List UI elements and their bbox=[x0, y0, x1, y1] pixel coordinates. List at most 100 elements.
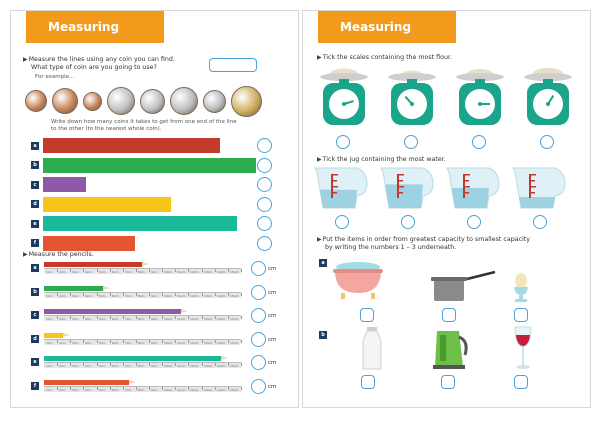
kettle-icon bbox=[433, 331, 468, 369]
page-title: Measuring bbox=[318, 11, 456, 43]
ruler-mark: 11cm bbox=[177, 340, 186, 345]
worksheet-page-2: Measuring ▶Tick the scales containing th… bbox=[302, 10, 591, 408]
ruler: 1cm 2cm 3cm 4cm 5cm 6cm 7cm 8cm 9cm 10cm 11cm 12cm 1… bbox=[44, 362, 242, 368]
pencil-label: b bbox=[31, 287, 39, 296]
ruler-mark: 6cm bbox=[112, 340, 119, 345]
ruler-mark: 6cm bbox=[112, 387, 119, 392]
pencil-label: a bbox=[31, 264, 39, 272]
ruler: 1cm 2cm 3cm 4cm 5cm 6cm 7cm 8cm 9cm 10cm 11cm 12cm 1… bbox=[44, 385, 242, 392]
ruler-mark: 7cm bbox=[125, 364, 132, 368]
kitchen-scale-icon bbox=[456, 69, 504, 125]
jug-answer-box[interactable] bbox=[467, 215, 481, 229]
ruler-tick bbox=[228, 316, 229, 319]
bar-answer-box[interactable] bbox=[257, 216, 272, 231]
ruler-mark: 8cm bbox=[138, 387, 145, 392]
ruler-tick bbox=[123, 292, 124, 296]
question-pencils: ▶Measure the pencils. bbox=[23, 251, 94, 258]
ruler-tick bbox=[57, 363, 58, 366]
question-capacity: ▶Put the items in order from greatest ca… bbox=[317, 236, 530, 251]
coin-icon bbox=[231, 85, 262, 117]
scale-answer-box[interactable] bbox=[472, 135, 486, 149]
bar-label: b bbox=[31, 161, 39, 169]
kettle-answer-box[interactable] bbox=[441, 375, 455, 389]
pencil-answer-box[interactable] bbox=[251, 378, 266, 394]
ruler-tick bbox=[110, 386, 111, 390]
arrow-bullet-icon: ▶ bbox=[317, 236, 322, 243]
ruler-tick bbox=[123, 269, 124, 272]
ruler-tick bbox=[175, 316, 176, 319]
jug-answer-box[interactable] bbox=[533, 215, 547, 229]
pencil-answer-box[interactable] bbox=[251, 261, 266, 276]
ruler-mark: 4cm bbox=[85, 317, 92, 321]
ruler-mark: 7cm bbox=[125, 387, 132, 392]
pencil-answer-box[interactable] bbox=[251, 331, 266, 347]
scale-answer-box[interactable] bbox=[404, 135, 418, 149]
scale-answer-box[interactable] bbox=[540, 135, 554, 149]
ruler-tick bbox=[57, 339, 58, 343]
ruler-mark: 13cm bbox=[204, 340, 213, 345]
bar-answer-box[interactable] bbox=[257, 235, 272, 251]
ruler-mark: 5cm bbox=[99, 364, 106, 368]
unit-label: cm bbox=[268, 336, 277, 343]
ruler-mark: 14cm bbox=[217, 387, 226, 392]
milk-bottle-answer-box[interactable] bbox=[361, 375, 375, 389]
wine-glass-answer-box[interactable] bbox=[514, 375, 528, 389]
ruler: 1cm 2cm 3cm 4cm 5cm 6cm 7cm 8cm 9cm 10cm 11cm 12cm 1… bbox=[44, 338, 242, 345]
ruler-tick bbox=[241, 363, 242, 366]
worksheet-page-1: Measuring ▶Measure the lines using any c… bbox=[10, 10, 299, 408]
pencil-label: d bbox=[31, 334, 39, 343]
ruler-tick bbox=[162, 386, 163, 390]
ruler-mark: 11cm bbox=[177, 293, 186, 298]
ruler-mark: 2cm bbox=[59, 364, 66, 368]
pencil-answer-box[interactable] bbox=[251, 284, 266, 300]
bar-answer-box[interactable] bbox=[257, 177, 272, 192]
ruler-tick bbox=[241, 386, 242, 390]
ruler-mark: 15cm bbox=[230, 317, 239, 321]
ruler-tick bbox=[97, 339, 98, 343]
pencil-answer-box[interactable] bbox=[251, 308, 266, 323]
measure-line bbox=[43, 196, 171, 212]
ruler-tick bbox=[228, 386, 229, 390]
ruler-tick bbox=[188, 386, 189, 390]
ruler-tick bbox=[97, 292, 98, 296]
measure-line bbox=[43, 157, 256, 173]
instruction-text: Write down how many coins it takes to ge… bbox=[51, 119, 237, 132]
scale-answer-box[interactable] bbox=[336, 135, 350, 149]
coin-type-answer-box[interactable] bbox=[209, 58, 257, 72]
measure-line bbox=[43, 216, 237, 231]
jug-answer-box[interactable] bbox=[401, 215, 415, 229]
ruler-mark: 4cm bbox=[85, 387, 92, 392]
ruler-tick bbox=[110, 339, 111, 343]
ruler-mark: 5cm bbox=[99, 340, 106, 345]
pencil-answer-box[interactable] bbox=[251, 355, 266, 370]
ruler-tick bbox=[70, 316, 71, 319]
ruler-tick bbox=[188, 292, 189, 296]
ruler-tick bbox=[136, 269, 137, 272]
ruler-tick bbox=[202, 339, 203, 343]
saucepan-answer-box[interactable] bbox=[442, 308, 456, 322]
ruler-tick bbox=[228, 339, 229, 343]
kitchen-scale-icon bbox=[320, 68, 368, 125]
bar-answer-box[interactable] bbox=[257, 138, 272, 153]
bath-answer-box[interactable] bbox=[360, 308, 374, 322]
bar-answer-box[interactable] bbox=[257, 196, 272, 212]
ruler-mark: 11cm bbox=[177, 317, 186, 321]
ruler-tick bbox=[202, 292, 203, 296]
ruler: 1cm 2cm 3cm 4cm 5cm 6cm 7cm 8cm 9cm 10cm 11cm 12cm 1… bbox=[44, 268, 242, 274]
jug-answer-box[interactable] bbox=[335, 215, 349, 229]
ruler-mark: 1cm bbox=[46, 340, 53, 345]
measuring-jug-icon bbox=[380, 167, 434, 209]
pencil-tip bbox=[63, 332, 70, 337]
ruler-tick bbox=[110, 363, 111, 366]
ruler-tick bbox=[70, 363, 71, 366]
section-label-a: a bbox=[319, 259, 327, 267]
ruler-mark: 4cm bbox=[85, 364, 92, 368]
arrow-bullet-icon: ▶ bbox=[317, 156, 322, 163]
arrow-bullet-icon: ▶ bbox=[317, 54, 322, 61]
ruler-mark: 5cm bbox=[99, 270, 106, 274]
egg-cup-answer-box[interactable] bbox=[514, 308, 528, 322]
ruler-mark: 1cm bbox=[46, 364, 53, 368]
bar-answer-box[interactable] bbox=[257, 157, 272, 173]
ruler-tick bbox=[70, 292, 71, 296]
coin-icon bbox=[140, 88, 165, 114]
